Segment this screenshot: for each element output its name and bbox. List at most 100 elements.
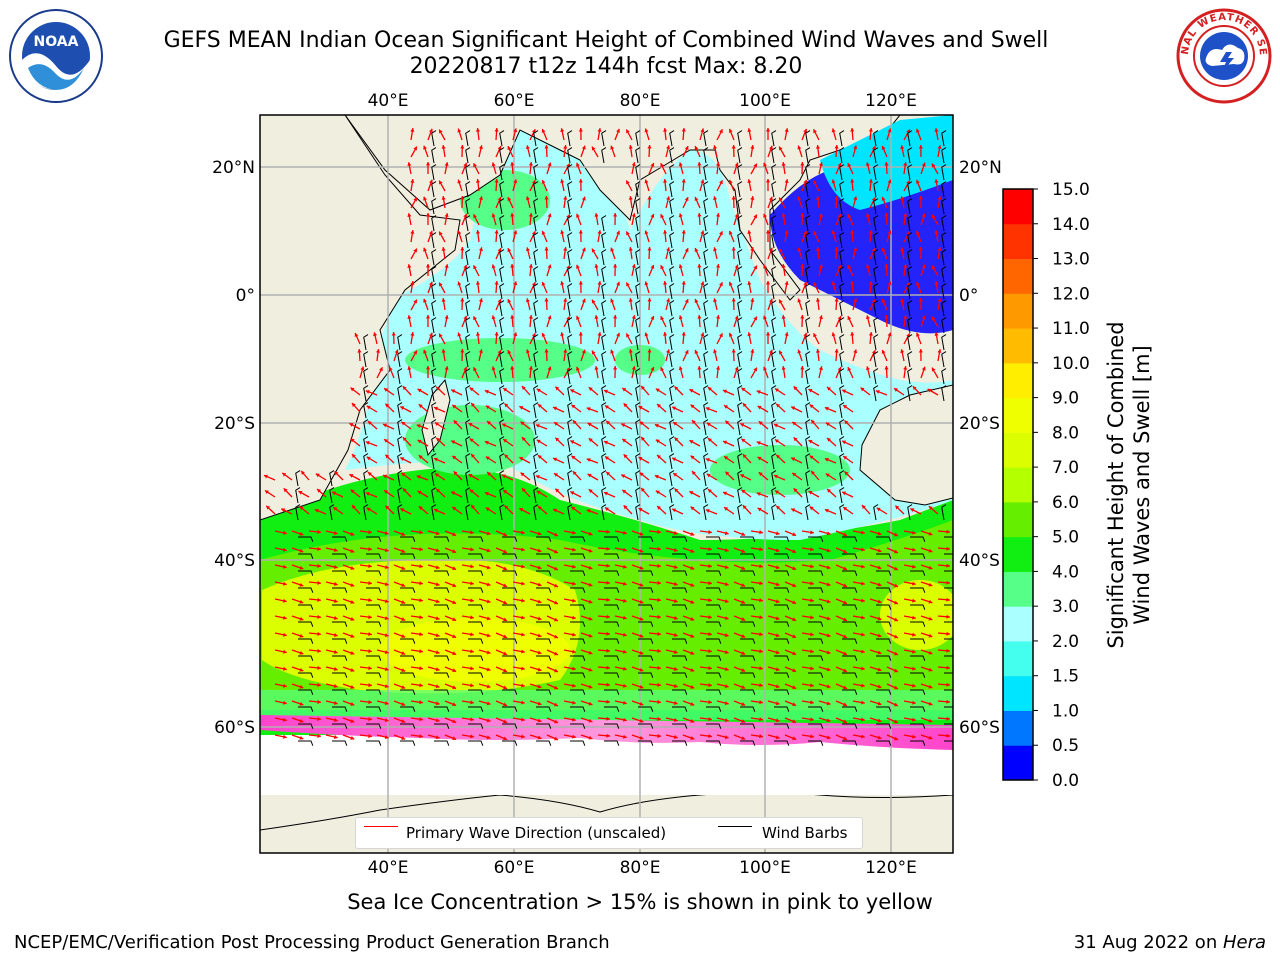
wave-direction-arrowhead xyxy=(368,580,372,586)
wind-barb xyxy=(434,553,450,559)
wave-direction-arrowhead xyxy=(684,248,689,253)
wind-barb xyxy=(771,249,777,266)
wind-barb xyxy=(400,740,416,746)
wind-barb xyxy=(570,536,586,542)
wind-barb xyxy=(366,740,382,746)
wave-direction-arrowhead xyxy=(622,598,627,603)
wave-direction-arrowhead xyxy=(928,599,933,604)
wave-direction-arrowhead xyxy=(460,247,465,251)
wave-direction-arrowhead xyxy=(419,598,423,603)
wave-direction-arrowhead xyxy=(554,422,559,426)
wind-barb xyxy=(703,300,709,317)
wave-direction-arrowhead xyxy=(887,128,892,133)
wind-barb xyxy=(808,672,824,678)
wave-direction-arrowhead xyxy=(452,719,457,724)
wind-barb xyxy=(536,621,552,627)
wind-barb xyxy=(533,419,539,436)
wind-barb xyxy=(638,706,654,712)
wave-direction-arrowhead xyxy=(460,196,465,200)
wind-barb xyxy=(567,453,573,470)
wave-direction-arrowhead xyxy=(781,366,786,370)
wind-barb xyxy=(774,553,790,559)
wave-direction-arrowhead xyxy=(884,366,889,370)
wind-barb xyxy=(468,587,484,593)
wind-barb xyxy=(669,232,675,249)
wave-direction-arrowhead xyxy=(708,597,712,603)
wave-direction-arrowhead xyxy=(775,667,780,672)
wind-barb xyxy=(332,570,348,576)
wave-direction-arrowhead xyxy=(588,387,593,392)
wave-direction-arrowhead xyxy=(946,631,950,636)
wind-barb xyxy=(771,164,777,181)
wave-direction-arrowhead xyxy=(434,422,439,427)
wave-direction-arrowhead xyxy=(834,145,839,149)
wind-barb xyxy=(604,740,620,746)
wave-direction-arrowhead xyxy=(528,366,533,370)
wave-direction-arrowhead xyxy=(865,264,870,269)
wave-direction-arrowhead xyxy=(694,248,699,253)
wind-barb xyxy=(332,740,348,746)
wave-direction-arrowhead xyxy=(826,599,831,604)
wave-direction-arrowhead xyxy=(850,128,855,132)
wind-barb xyxy=(774,536,790,542)
wind-barb xyxy=(910,740,926,746)
wind-barb xyxy=(672,570,688,576)
wind-barb xyxy=(876,536,892,542)
wave-direction-arrowhead xyxy=(928,582,933,587)
wind-barb xyxy=(941,266,947,283)
wave-direction-arrowhead xyxy=(724,531,729,536)
wave-direction-arrowhead xyxy=(800,366,805,370)
wave-direction-arrowhead xyxy=(916,128,920,133)
wave-direction-arrowhead xyxy=(606,733,610,738)
chart-title: GEFS MEAN Indian Ocean Significant Heigh… xyxy=(163,28,1049,53)
wind-barb xyxy=(635,147,641,164)
wave-direction-arrowhead xyxy=(541,230,546,235)
wind-barb xyxy=(465,249,471,266)
wind-barb xyxy=(502,621,518,627)
wind-barb xyxy=(771,300,777,317)
wave-direction-arrowhead xyxy=(588,633,593,638)
wave-direction-arrowhead xyxy=(439,333,443,338)
wave-direction-arrowhead xyxy=(333,564,338,569)
wind-barb xyxy=(910,536,926,542)
wind-barb xyxy=(431,419,437,436)
wave-direction-arrowhead xyxy=(553,617,558,622)
lon-ticks-bottom: 40°E 60°E 80°E 100°E 120°E xyxy=(368,858,917,878)
wind-barb xyxy=(669,283,675,300)
wind-barb xyxy=(941,283,947,300)
wind-barb xyxy=(737,453,743,470)
wave-direction-arrowhead xyxy=(827,488,832,493)
wave-direction-arrowhead xyxy=(513,179,518,184)
wave-direction-arrowhead xyxy=(622,530,627,535)
wave-direction-arrowhead xyxy=(641,436,645,441)
wind-barb xyxy=(808,570,824,576)
wave-direction-arrowhead xyxy=(485,456,490,461)
wind-barb xyxy=(703,419,709,436)
wave-direction-arrowhead xyxy=(475,230,481,234)
wind-barb xyxy=(703,198,709,215)
wind-barb xyxy=(876,621,892,627)
wave-direction-arrowhead xyxy=(365,441,370,445)
wave-direction-arrowhead xyxy=(594,315,599,319)
wave-direction-arrowhead xyxy=(419,734,423,739)
wave-direction-arrowhead xyxy=(690,667,695,672)
wave-direction-arrowhead xyxy=(811,419,815,424)
wave-direction-arrowhead xyxy=(606,529,610,534)
wave-direction-arrowhead xyxy=(544,298,549,302)
wave-direction-arrowhead xyxy=(843,532,848,537)
wind-barb xyxy=(468,723,484,729)
wind-barb xyxy=(533,164,539,181)
wave-direction-arrowhead xyxy=(884,162,889,166)
wave-direction-arrowhead xyxy=(861,581,865,586)
wave-direction-arrowhead xyxy=(689,440,694,444)
wave-direction-arrowhead xyxy=(537,684,542,689)
wave-direction-arrowhead xyxy=(333,700,338,705)
wave-direction-arrowhead xyxy=(626,231,630,236)
wind-barb xyxy=(431,402,437,419)
wave-direction-arrowhead xyxy=(594,264,599,268)
wave-direction-arrowhead xyxy=(457,230,462,235)
wave-direction-arrowhead xyxy=(519,457,524,461)
wave-direction-arrowhead xyxy=(663,179,668,183)
wave-direction-arrowhead xyxy=(826,633,831,638)
wave-direction-arrowhead xyxy=(452,566,457,571)
